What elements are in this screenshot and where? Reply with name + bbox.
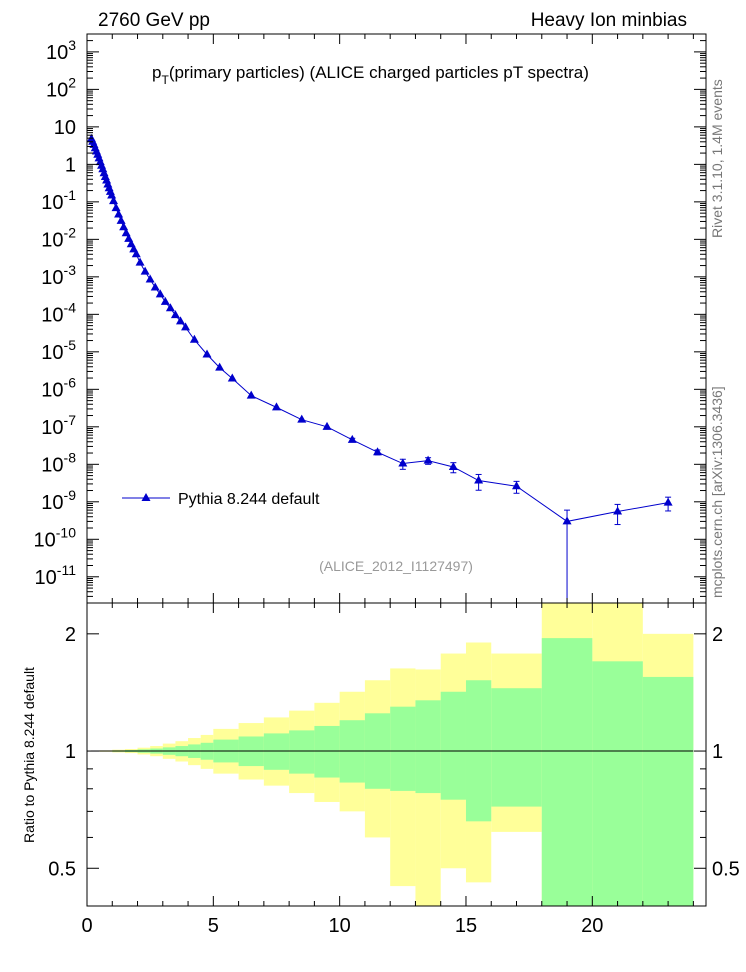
y-tick-label: 10-11 bbox=[35, 562, 77, 589]
data-point bbox=[202, 349, 212, 358]
series-line bbox=[90, 138, 669, 522]
lower-frame bbox=[86, 602, 707, 907]
y-tick-label: 10-4 bbox=[41, 299, 76, 326]
legend: Pythia 8.244 default bbox=[122, 491, 320, 508]
inner-band-bin bbox=[440, 691, 466, 800]
data-point bbox=[114, 209, 124, 218]
data-point bbox=[145, 274, 155, 283]
data-point bbox=[322, 421, 332, 430]
ratio-y-tick-label-right: 0.5 bbox=[712, 858, 740, 880]
data-point bbox=[140, 266, 150, 275]
data-point bbox=[215, 362, 225, 371]
inner-band-bin bbox=[390, 706, 416, 791]
y-tick-label: 10-10 bbox=[34, 524, 77, 551]
y-tick-label: 102 bbox=[46, 74, 76, 101]
data-point bbox=[165, 303, 175, 312]
x-tick-label: 15 bbox=[455, 915, 477, 937]
data-point bbox=[474, 475, 484, 484]
data-point bbox=[448, 461, 458, 470]
y-tick-label: 1 bbox=[65, 154, 76, 176]
inner-band-bin bbox=[263, 733, 290, 770]
y-tick-label: 10-9 bbox=[41, 487, 76, 514]
header-left: 2760 GeV pp bbox=[98, 10, 210, 31]
inner-band-bin bbox=[642, 676, 694, 906]
inner-band-bin bbox=[289, 730, 315, 774]
y-tick-label: 10-7 bbox=[41, 412, 76, 439]
ratio-y-tick-label-right: 2 bbox=[712, 624, 723, 646]
y-tick-label: 10-6 bbox=[41, 374, 76, 401]
data-point bbox=[271, 402, 281, 411]
data-point bbox=[663, 497, 673, 506]
data-point bbox=[613, 506, 623, 515]
inner-band-bin bbox=[491, 688, 542, 807]
data-point bbox=[131, 249, 141, 258]
legend-marker bbox=[141, 493, 151, 501]
x-tick-label: 5 bbox=[208, 915, 219, 937]
y-tick-label: 10-8 bbox=[41, 449, 76, 476]
data-point bbox=[119, 222, 129, 231]
y-tick-label: 10-1 bbox=[41, 187, 76, 214]
header-right: Heavy Ion minbias bbox=[531, 10, 687, 31]
y-tick-label: 10-5 bbox=[41, 337, 76, 364]
data-point bbox=[562, 516, 572, 525]
main-title-sub: T bbox=[161, 73, 169, 87]
data-point bbox=[181, 322, 191, 331]
data-point bbox=[189, 334, 199, 343]
inner-band-bin bbox=[592, 661, 643, 906]
data-point bbox=[135, 257, 145, 266]
lower-panel: 0 5 10 15 20 0.5 0.5 1 1 2 2 bbox=[48, 34, 740, 937]
rivet-label: Rivet 3.1.10, 1.4M events bbox=[709, 79, 725, 238]
data-point bbox=[160, 296, 170, 305]
ratio-ylabel: Ratio to Pythia 8.244 default bbox=[21, 667, 37, 843]
x-tick-label: 0 bbox=[81, 915, 92, 937]
x-tick-label: 20 bbox=[581, 915, 603, 937]
ratio-y-tick-label-left: 0.5 bbox=[48, 858, 76, 880]
y-tick-label: 10 bbox=[54, 117, 76, 139]
upper-panel: 10-1110-1010-910-810-710-610-510-410-310… bbox=[34, 33, 707, 604]
x-tick-label: 10 bbox=[329, 915, 351, 937]
y-tick-label: 10-2 bbox=[41, 224, 76, 251]
ratio-y-tick-label-right: 1 bbox=[712, 741, 723, 763]
ratio-y-tick-label-left: 2 bbox=[65, 624, 76, 646]
data-point bbox=[373, 447, 383, 456]
data-point bbox=[121, 228, 131, 237]
data-point bbox=[347, 434, 357, 443]
data-point bbox=[398, 458, 408, 467]
data-point bbox=[423, 455, 433, 464]
main-title-rest: (primary particles) (ALICE charged parti… bbox=[169, 63, 589, 82]
legend-label: Pythia 8.244 default bbox=[178, 491, 320, 508]
data-point bbox=[150, 282, 160, 291]
data-point bbox=[111, 203, 121, 212]
mcplots-label: mcplots.cern.ch [arXiv:1306.3436] bbox=[709, 386, 725, 598]
data-point bbox=[107, 190, 117, 199]
inner-band-bin bbox=[541, 638, 593, 906]
data-point bbox=[246, 390, 256, 399]
ratio-y-tick-label-left: 1 bbox=[65, 741, 76, 763]
data-point bbox=[109, 196, 119, 205]
data-point bbox=[512, 481, 522, 490]
data-point bbox=[175, 316, 185, 325]
y-tick-label: 103 bbox=[46, 37, 76, 64]
y-tick-label: 10-3 bbox=[41, 262, 76, 289]
data-point bbox=[170, 310, 180, 319]
analysis-tag: (ALICE_2012_I1127497) bbox=[319, 558, 473, 574]
data-point bbox=[297, 414, 307, 423]
data-point bbox=[116, 215, 126, 224]
main-title: pT(primary particles) (ALICE charged par… bbox=[152, 63, 589, 87]
inner-band-bin bbox=[314, 725, 340, 778]
main-title-p: p bbox=[152, 63, 161, 82]
data-point bbox=[155, 289, 165, 298]
data-point bbox=[227, 373, 237, 382]
inner-band-bin bbox=[415, 700, 441, 794]
